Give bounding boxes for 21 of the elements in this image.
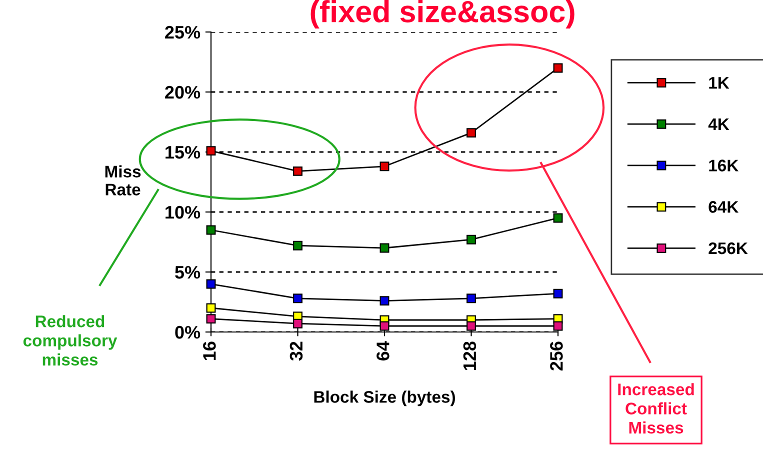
y-axis-title: Miss Rate <box>105 165 141 196</box>
legend-label: 1K <box>709 77 730 89</box>
legend-label: 16K <box>709 160 739 172</box>
y-tick-label: 10% <box>166 206 200 219</box>
x-tick-label: 32 <box>290 342 303 361</box>
x-tick-label: 256 <box>550 342 563 371</box>
text: Reduced compulsory misses <box>23 315 118 366</box>
x-tick-label: 128 <box>463 342 476 370</box>
text: Increased Conflict Misses <box>618 383 694 434</box>
x-tick-label: 64 <box>376 341 390 360</box>
y-tick-label: 20% <box>165 86 200 99</box>
legend-label: 256K <box>708 242 748 254</box>
y-tick-label: 15% <box>166 146 200 159</box>
y-tick-label: 25% <box>165 26 200 39</box>
legend-label: 4K <box>708 118 730 130</box>
x-axis-title: Block Size (bytes) <box>314 390 455 406</box>
chart-title: (fixed size&assoc) <box>310 0 574 28</box>
y-tick-label: 0% <box>175 326 200 339</box>
legend-label: 64K <box>708 201 739 213</box>
x-tick-label: 16 <box>203 342 216 360</box>
y-tick-label: 5% <box>175 266 200 279</box>
